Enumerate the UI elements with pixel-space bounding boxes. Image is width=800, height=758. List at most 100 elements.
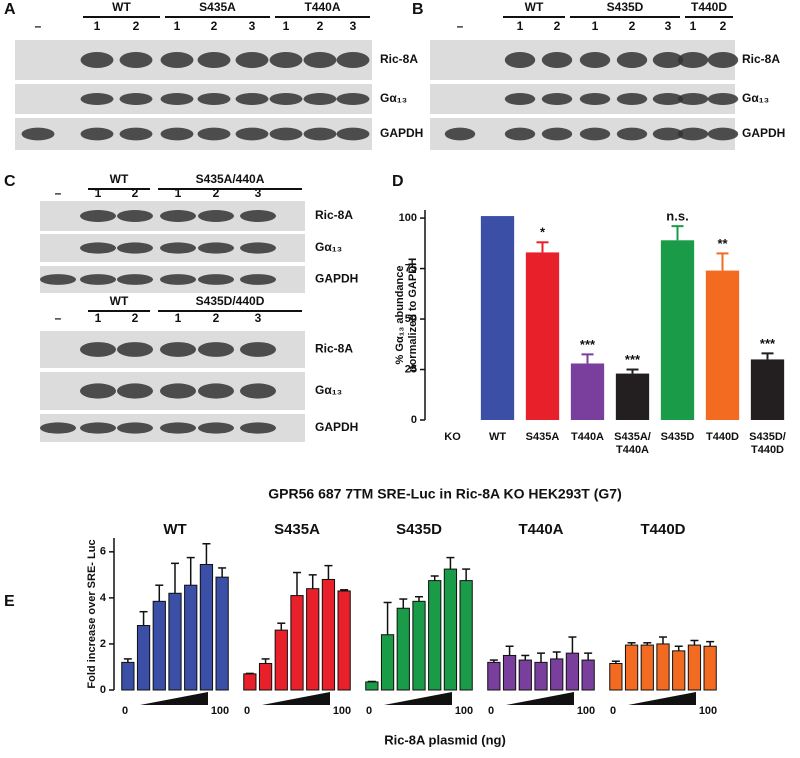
panel-letter: D [392,173,404,190]
blot-band [541,127,573,141]
blot-band [198,342,234,357]
y-tick-label: 4 [100,592,107,604]
bar [321,578,336,691]
lane-label: 2 [211,19,218,33]
blot-band [40,422,76,434]
group-label: S435D [607,0,644,14]
bar [337,590,351,691]
bar [502,654,517,691]
bar [380,634,395,691]
blot-band [652,93,684,105]
bar [534,661,548,691]
row-label: GAPDH [315,420,358,434]
blot-band [579,127,611,141]
x-tick-label: S435A [526,431,560,443]
legend-label: S435D [396,521,442,538]
blot-band [117,274,153,285]
blot-band [197,52,231,68]
group-label: S435A/440A [196,172,265,186]
y-tick-label: 6 [100,546,106,558]
bar [672,650,686,691]
significance: *** [625,352,641,367]
group-label: WT [110,294,129,308]
dose-wedge [262,692,330,705]
panel-letter: E [4,593,15,610]
group-label: WT [112,0,131,14]
x-range-label: 100 [455,705,473,717]
bar [412,600,426,691]
lane-label: 2 [133,19,140,33]
blot-band [616,52,648,68]
bar [121,661,135,691]
y-tick-label: 0 [411,414,417,426]
blot-band [336,52,370,68]
blot-band [677,52,709,68]
lane-label: 2 [554,19,561,33]
blot-band [160,93,194,105]
y-axis-label-line: normalized to GAPDH [407,258,419,372]
x-range-label: 0 [366,705,372,717]
panel-letter: A [4,1,16,18]
blot-band [80,210,116,222]
blank-lane-label: – [457,19,464,33]
x-range-label: 100 [699,705,717,717]
x-range-label: 0 [244,705,250,717]
bar [199,563,214,691]
blot-band [160,242,196,254]
y-axis-label: Fold increase over SRE- Luc [86,539,98,688]
blot-band [80,342,116,357]
blot-band [269,127,303,141]
blot-band [160,127,194,141]
blot-band [235,52,269,68]
lane-label: 1 [592,19,599,33]
x-tick-label: T440D [706,431,739,443]
blot-band [541,93,573,105]
row-label: Gα₁₃ [315,383,342,397]
blot-band [336,93,370,105]
blot-band [541,52,573,68]
y-tick-label: 25 [405,363,417,375]
bar [396,607,410,691]
lane-label: 2 [132,186,139,200]
blot-band [652,52,684,68]
group-label: WT [110,172,129,186]
y-tick-label: 50 [405,313,417,325]
x-range-label: 0 [488,705,494,717]
x-tick-label: WT [489,431,506,443]
blot-band [80,93,114,105]
bar [624,644,639,691]
blot-band [119,93,153,105]
bar [656,643,670,691]
lane-label: 3 [255,186,262,200]
row-label: Ric-8A [315,342,353,356]
blot-band [303,52,337,68]
lane-label: 1 [517,19,524,33]
blot-band [707,93,739,105]
blank-lane-label: – [55,186,62,200]
lane-label: 1 [94,19,101,33]
lane-label: 2 [629,19,636,33]
x-range-label: 100 [211,705,229,717]
y-tick-label: 0 [100,684,106,696]
x-range-label: 100 [577,705,595,717]
blot-band [197,127,231,141]
blot-band [21,127,55,141]
blot-band [707,127,739,141]
blot-band [240,383,276,399]
blot-band [303,127,337,141]
blot-band [504,52,536,68]
y-tick-label: 100 [399,212,417,224]
blot-band [504,127,536,141]
legend-label: T440D [640,521,685,538]
row-label: GAPDH [380,126,423,140]
blot-band [80,127,114,141]
chart-title: GPR56 687 7TM SRE-Luc in Ric-8A KO HEK29… [268,486,621,502]
bar [609,663,623,691]
group-label: S435D/440D [196,294,265,308]
bar [184,584,198,691]
blot-band [336,127,370,141]
x-range-label: 0 [610,705,616,717]
blot-band [198,242,234,254]
bar [518,659,532,691]
significance: ** [717,236,728,251]
